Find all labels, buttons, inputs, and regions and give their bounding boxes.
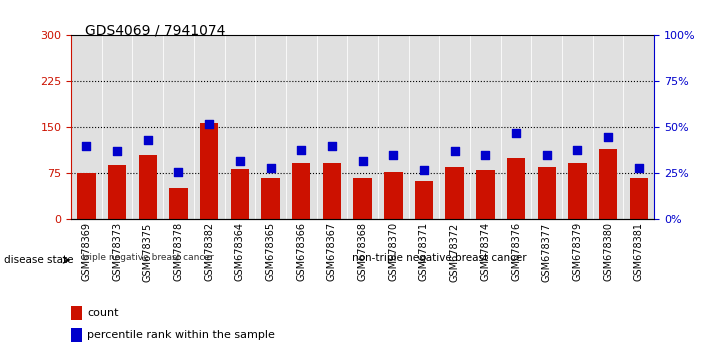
Bar [71, 35, 102, 219]
Bar [139, 155, 157, 219]
Bar [108, 165, 127, 219]
Point [541, 152, 552, 158]
Point [234, 158, 245, 164]
Bar [262, 178, 279, 219]
Bar [531, 35, 562, 219]
Point [112, 149, 123, 154]
Point [296, 147, 307, 152]
Point [81, 143, 92, 149]
Bar [501, 35, 531, 219]
Bar [169, 188, 188, 219]
Point [449, 149, 460, 154]
Bar [77, 173, 96, 219]
Text: percentile rank within the sample: percentile rank within the sample [87, 330, 275, 340]
Bar [538, 167, 556, 219]
Point [357, 158, 368, 164]
Bar [163, 35, 194, 219]
Bar [286, 35, 316, 219]
Bar [476, 170, 495, 219]
Point [265, 165, 277, 171]
Bar [347, 35, 378, 219]
Bar [200, 122, 218, 219]
Text: triple negative breast cancer: triple negative breast cancer [82, 253, 214, 262]
Bar [225, 35, 255, 219]
Bar [507, 158, 525, 219]
Point [142, 137, 154, 143]
Bar [409, 35, 439, 219]
Bar [439, 35, 470, 219]
Point [480, 152, 491, 158]
Bar [568, 163, 587, 219]
Bar [599, 149, 617, 219]
Bar [194, 35, 225, 219]
Bar [230, 169, 249, 219]
Bar [446, 167, 464, 219]
Point [173, 169, 184, 175]
Text: GDS4069 / 7941074: GDS4069 / 7941074 [85, 23, 225, 37]
Point [418, 167, 429, 173]
Bar [378, 35, 409, 219]
Point [387, 152, 399, 158]
Bar [562, 35, 593, 219]
Bar [593, 35, 624, 219]
Bar [71, 306, 82, 320]
Bar [629, 178, 648, 219]
Bar [384, 172, 402, 219]
Bar [132, 35, 163, 219]
Point [602, 134, 614, 139]
Bar [71, 327, 82, 342]
Bar [323, 163, 341, 219]
Point [510, 130, 522, 136]
Point [572, 147, 583, 152]
Text: non-triple negative breast cancer: non-triple negative breast cancer [352, 252, 527, 263]
Point [203, 121, 215, 127]
Text: count: count [87, 308, 119, 318]
Bar [255, 35, 286, 219]
Bar [624, 35, 654, 219]
Point [633, 165, 644, 171]
Bar [102, 35, 132, 219]
Point [326, 143, 338, 149]
Bar [292, 163, 311, 219]
Text: disease state: disease state [4, 255, 73, 265]
Bar [415, 182, 433, 219]
Bar [316, 35, 347, 219]
Bar [470, 35, 501, 219]
Bar [353, 178, 372, 219]
